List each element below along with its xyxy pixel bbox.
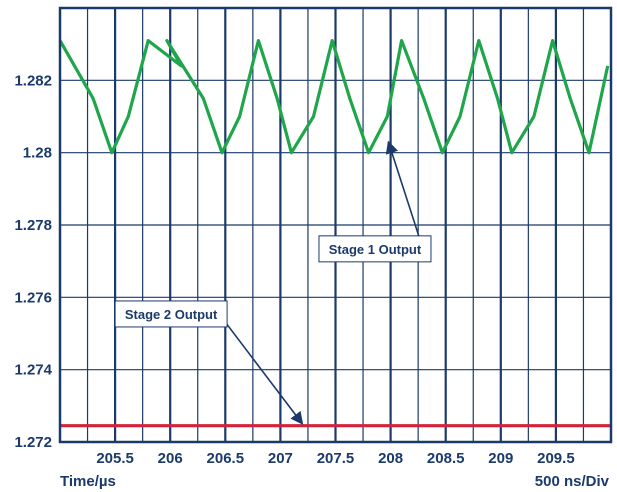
annotation-arrow <box>385 140 424 250</box>
stage-1-output-line <box>58 38 610 155</box>
plot-frame <box>58 6 613 444</box>
y-tick-label: 1.276 <box>14 289 52 306</box>
annotation-label: Stage 1 Output <box>329 242 422 257</box>
y-axis-ticks: 1.272 1.274 1.276 1.278 1.28 1.282 <box>14 72 52 451</box>
y-tick-label: 1.28 <box>23 145 52 162</box>
x-tick-label: 206 <box>158 450 183 467</box>
x-tick-label: 205.5 <box>96 450 134 467</box>
x-tick-label: 209 <box>488 450 513 467</box>
x-axis-ticks: 205.5 206 206.5 207 207.5 208 208.5 209 209.5 <box>96 450 574 467</box>
annotation-box <box>318 235 432 263</box>
x-tick-label: 208.5 <box>427 450 465 467</box>
x-tick-label: 209.5 <box>537 450 575 467</box>
x-axis-label: Time/µs <box>60 473 116 490</box>
scale-label: 500 ns/Div <box>535 473 610 490</box>
annotations: Stage 1 Output Stage 2 Output <box>114 140 432 425</box>
series-group <box>58 38 611 428</box>
y-tick-label: 1.274 <box>14 362 52 379</box>
annotation-box <box>114 300 228 328</box>
y-tick-label: 1.282 <box>14 72 52 89</box>
y-tick-label: 1.272 <box>14 434 52 451</box>
y-tick-label: 1.278 <box>14 217 52 234</box>
annotation: Stage 1 Output <box>318 140 432 263</box>
x-tick-label: 207.5 <box>317 450 355 467</box>
x-tick-label: 207 <box>268 450 293 467</box>
gridlines <box>60 8 611 442</box>
x-tick-label: 208 <box>378 450 403 467</box>
annotation-arrow <box>218 313 304 425</box>
annotation: Stage 2 Output <box>114 300 304 425</box>
annotation-label: Stage 2 Output <box>125 307 218 322</box>
x-tick-label: 206.5 <box>207 450 245 467</box>
